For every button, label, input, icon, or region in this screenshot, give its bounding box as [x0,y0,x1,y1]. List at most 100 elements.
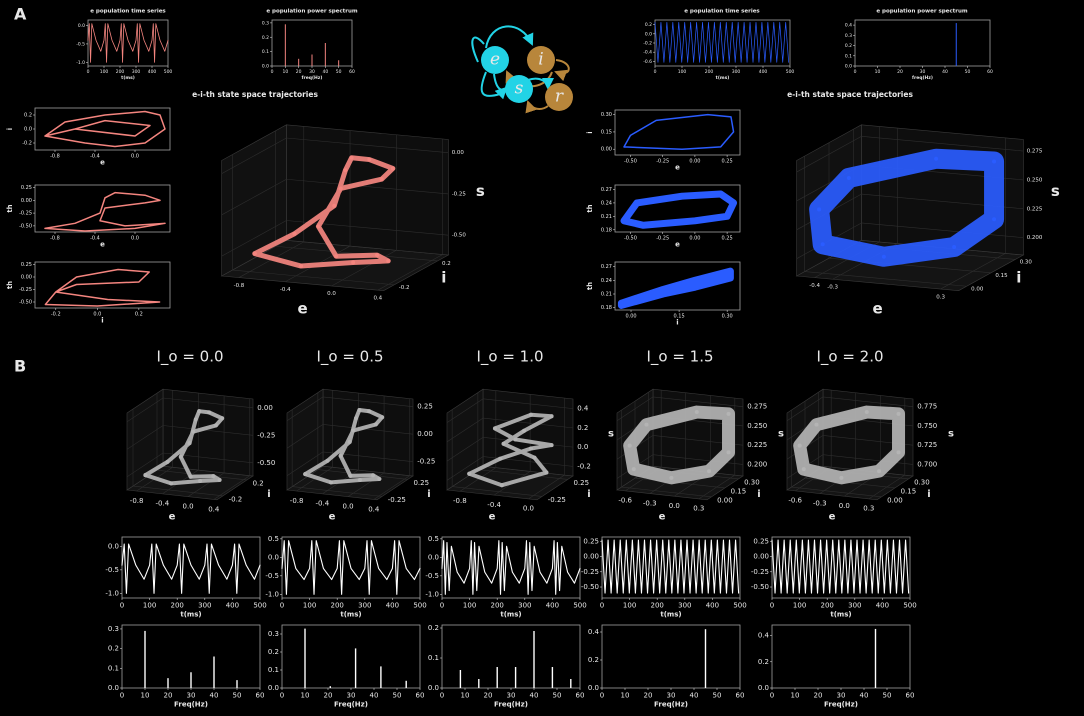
x-tick-label: -0.4 [809,283,820,289]
x-tick-label: 0.0 [523,505,534,513]
x-tick-label: 200 [491,602,504,610]
x-tick-label: 0.25 [722,159,733,165]
node-label: r [555,87,564,107]
x-tick-label: 40 [690,692,699,700]
y-axis-label: i [927,489,930,500]
x-axis-label: e [169,512,176,523]
x-tick-label: -0.8 [290,497,304,505]
node [527,46,555,74]
chart-title: I_o = 1.0 [476,348,543,367]
x-tick-label: 100 [463,602,476,610]
y-axis-label: i [1016,268,1021,286]
x-tick-label: -0.4 [156,500,170,508]
y-tick-label: -0.5 [425,572,439,580]
y-tick-label: 0.3 [108,625,119,633]
grid-line [126,452,164,478]
trajectory-point [846,175,851,180]
x-axis-label: i [101,317,103,325]
trajectory-point [499,483,504,488]
x-axis-label: t(ms) [830,611,851,619]
x-axis-label: freq(Hz) [302,75,323,81]
panel-label: B [14,357,26,376]
y-tick-label: -1.0 [425,590,439,598]
chart-title: I_o = 1.5 [646,348,713,367]
x-tick-label: -0.50 [624,236,637,242]
x-tick-label: 200 [331,602,344,610]
x-tick-label: 100 [303,602,316,610]
y-tick-label: 0.2 [253,479,264,487]
trajectory-point [493,426,497,431]
plot-area [854,19,991,67]
y-tick-label: 0.4 [845,23,852,29]
y-axis-label: i [427,489,430,500]
trajectory-point [211,474,216,479]
x-tick-label: 0.4 [373,295,382,301]
x-tick-label: -0.8 [453,497,467,505]
x-tick-label: 400 [226,602,239,610]
y-tick-label: -1.0 [76,60,85,66]
trajectory-point [332,203,337,208]
x-tick-label: 400 [386,602,399,610]
grid-line [162,397,254,409]
x-tick-label: 50 [883,692,892,700]
z-tick-label: 0.250 [747,422,767,430]
x-tick-label: 500 [164,69,173,75]
x-tick-label: 400 [759,69,768,75]
trajectory-point [992,217,997,222]
x-tick-label: 0 [854,69,857,75]
x-tick-label: -0.3 [643,499,657,507]
x-tick-label: -0.50 [624,159,637,165]
x-tick-label: 300 [358,602,371,610]
trajectory-point [377,477,382,482]
node-label: i [538,50,543,70]
data-line [44,268,161,307]
trajectory-point [188,474,193,479]
y-tick-label: 0.1 [268,666,279,674]
grid-line [804,477,896,489]
x-tick-label: 0.30 [722,314,733,320]
grid-line [459,467,497,492]
x-tick-label: 0.3 [693,505,704,513]
x-axis-label: freq(Hz) [912,75,933,81]
x-tick-label: 60 [736,692,745,700]
z-tick-label: -0.25 [417,458,435,466]
plot-area [441,624,581,689]
y-tick-label: 0.1 [845,53,852,59]
x-tick-label: 20 [164,692,173,700]
trajectory-point [338,186,343,191]
x-tick-label: 20 [484,692,493,700]
trajectory-point [169,481,174,486]
z-tick-label: 0.225 [1027,206,1043,212]
y-tick-label: 0.00 [887,496,903,504]
trajectory-point [820,242,825,247]
y-tick-label: -0.25 [19,287,32,293]
trajectory-point [386,258,391,263]
x-tick-label: -0.25 [656,159,669,165]
x-axis-label: Freq(Hz) [334,701,368,709]
x-axis-label: i [676,319,678,327]
trajectory-point [217,477,222,482]
y-tick-label: 0.15 [995,273,1008,279]
grid-line [822,454,914,465]
y-tick-label: -0.25 [581,568,599,576]
chart-title: e-i-th state space trajectories [192,90,318,99]
x-tick-label: 20 [296,69,302,75]
y-tick-label: 0.5 [268,535,279,543]
y-axis-label: i [586,131,594,133]
y-tick-label: 0.18 [601,227,612,233]
x-axis-label: e [829,512,836,523]
x-axis-label: e [329,512,336,523]
x-tick-label: 400 [876,602,889,610]
x-tick-label: 30 [507,692,516,700]
trajectory-point [165,459,170,464]
y-tick-label: 0.25 [583,537,599,545]
z-tick-label: 0.275 [747,403,767,411]
grid-line [822,396,914,407]
arrow [480,71,501,97]
x-tick-label: 50 [965,69,971,75]
y-tick-label: 0.2 [108,645,119,653]
y-tick-label: 0.0 [758,684,769,692]
x-tick-label: 300 [848,602,861,610]
y-tick-label: 0.21 [601,214,612,220]
chart-title: I_o = 2.0 [816,348,883,367]
